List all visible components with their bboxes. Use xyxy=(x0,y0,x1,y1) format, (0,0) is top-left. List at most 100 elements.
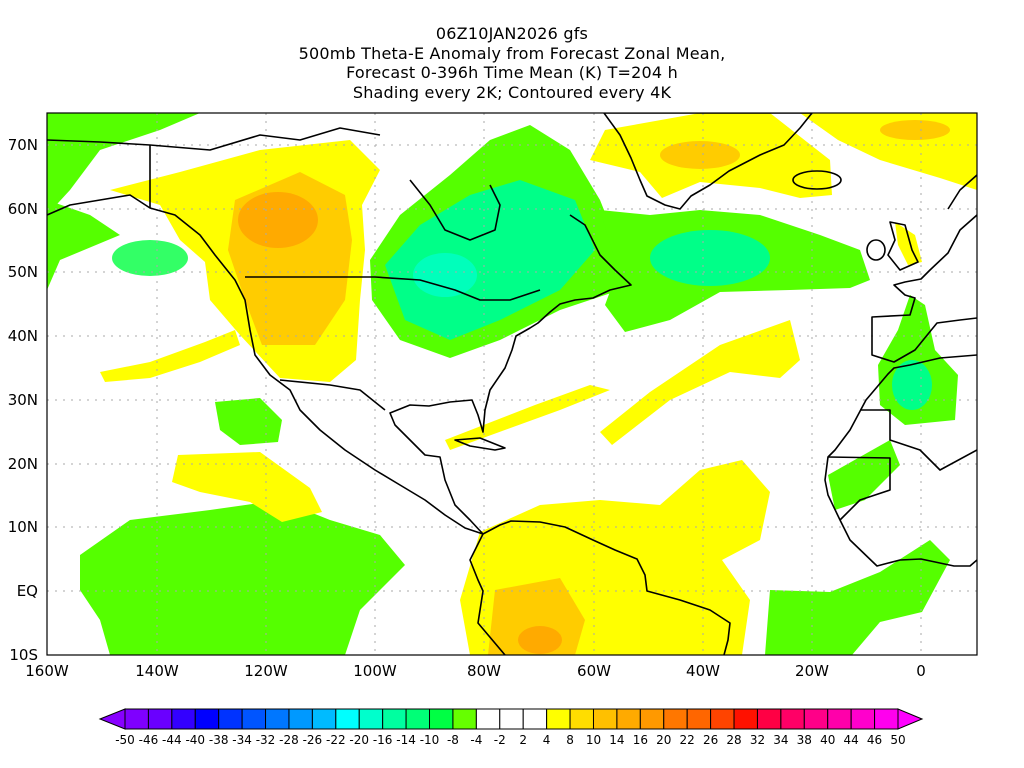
colorbar-swatch xyxy=(827,708,852,730)
plot-frame xyxy=(46,112,978,656)
latitude-label: EQ xyxy=(16,582,38,600)
latitude-label: 70N xyxy=(7,136,38,154)
colorbar-label: -34 xyxy=(232,733,252,747)
longitude-label: 20W xyxy=(795,662,829,680)
title-line-shading: Shading every 2K; Contoured every 4K xyxy=(352,82,672,102)
colorbar-swatch xyxy=(382,708,407,730)
colorbar-swatch xyxy=(194,708,220,730)
colorbar-label: -38 xyxy=(208,733,229,747)
colorbar-low-arrow xyxy=(98,708,126,730)
coast-south-america xyxy=(469,533,506,655)
colorbar-label: -26 xyxy=(302,733,323,747)
coast-iceland xyxy=(792,170,842,190)
colorbar-swatch xyxy=(335,708,360,730)
colorbar-label: -14 xyxy=(396,733,416,747)
longitude-label: 120W xyxy=(244,662,288,680)
colorbar-label: 50 xyxy=(890,733,906,747)
colorbar-label: 34 xyxy=(773,733,789,747)
shade-arctic-green xyxy=(47,113,200,215)
coastlines xyxy=(47,113,977,655)
shade-atlantic-teal xyxy=(650,230,770,286)
us-canada-border xyxy=(245,276,541,301)
colorbar-swatch xyxy=(405,708,431,730)
colorbar-label: 38 xyxy=(796,733,812,747)
colorbar-swatch xyxy=(358,708,384,730)
latitude-label: 50N xyxy=(7,263,38,281)
colorbar-swatch xyxy=(663,708,688,730)
latitude-label: 30N xyxy=(7,391,38,409)
colorbar-swatch xyxy=(710,708,735,730)
shade-southeast-atlantic-green xyxy=(765,540,950,655)
colorbar-swatch xyxy=(639,708,665,730)
coast-south-america-north xyxy=(482,520,731,655)
colorbar-label: -50 xyxy=(115,733,135,747)
colorbar-label: 40 xyxy=(820,733,836,747)
shade-uk-yellow xyxy=(895,222,922,265)
colorbar-swatch xyxy=(592,708,618,730)
colorbar-swatch xyxy=(756,708,782,730)
coast-norway xyxy=(947,174,977,210)
shade-eastern-na-teal xyxy=(385,180,595,340)
colorbar-label: -46 xyxy=(138,733,159,747)
map-title: 06Z10JAN2026 gfs 500mb Theta-E Anomaly f… xyxy=(0,24,1024,102)
shade-gulf-alaska-green xyxy=(112,240,188,276)
longitude-label: 80W xyxy=(467,662,501,680)
colorbar-swatch xyxy=(288,708,313,730)
colorbar-label: -16 xyxy=(372,733,393,747)
colorbar-label: -10 xyxy=(419,733,440,747)
shade-canada-orange xyxy=(238,192,318,248)
shade-great-lakes-aqua xyxy=(413,253,477,297)
colorbar-label: 46 xyxy=(866,733,883,747)
coast-ireland xyxy=(866,239,886,261)
colorbar-label: 8 xyxy=(566,733,574,747)
colorbar-label: 22 xyxy=(679,733,695,747)
shade-greenland-gold xyxy=(660,141,740,169)
graticule xyxy=(47,113,977,655)
colorbar-label: -22 xyxy=(326,733,346,747)
coast-cuba xyxy=(454,437,506,451)
title-line-variable: 500mb Theta-E Anomaly from Forecast Zona… xyxy=(298,43,726,63)
colorbar-swatch xyxy=(686,708,712,730)
longitude-label: 0 xyxy=(916,662,926,680)
coast-alaska-pacific xyxy=(47,194,484,535)
colorbar-label: -32 xyxy=(255,733,276,747)
colorbar-swatch xyxy=(171,708,196,730)
longitude-label: 40W xyxy=(686,662,720,680)
colorbar-swatch xyxy=(475,708,501,730)
colorbar-swatch xyxy=(733,708,758,730)
shade-tropical-pacific-yellow xyxy=(172,452,322,522)
shade-tropical-pacific-green xyxy=(80,500,405,655)
colorbar-label: 28 xyxy=(726,733,742,747)
colorbar-swatch xyxy=(569,708,594,730)
colorbar-swatch xyxy=(452,708,477,730)
shade-bering-green xyxy=(47,200,120,290)
colorbar-swatch xyxy=(850,708,876,730)
colorbar-swatch xyxy=(546,708,571,730)
colorbar-label: -2 xyxy=(493,733,506,747)
anomaly-shading xyxy=(47,113,977,655)
coast-uk xyxy=(887,221,919,271)
colorbar-label: 44 xyxy=(843,733,859,747)
colorbar-swatch xyxy=(241,708,267,730)
coast-gulf-atlantic xyxy=(389,214,632,535)
coast-africa xyxy=(824,354,977,567)
colorbar-label: -20 xyxy=(349,733,370,747)
colorbar-label: -44 xyxy=(162,733,182,747)
latitude-label: 40N xyxy=(7,327,38,345)
colorbar-label: 14 xyxy=(609,733,625,747)
title-line-date: 06Z10JAN2026 gfs xyxy=(435,24,589,43)
title-line-forecast: Forecast 0-396h Time Mean (K) T=204 h xyxy=(346,63,678,82)
africa-borders xyxy=(860,409,977,471)
colorbar-label: 10 xyxy=(585,733,602,747)
shade-norway-gold xyxy=(880,120,950,140)
shade-amazon-orange xyxy=(518,626,562,654)
longitude-label: 140W xyxy=(135,662,179,680)
longitude-label: 160W xyxy=(25,662,69,680)
colorbar-label: 4 xyxy=(542,733,551,747)
colorbar-swatch xyxy=(499,708,524,730)
coast-europe xyxy=(871,214,977,363)
latitude-label: 10N xyxy=(7,518,38,536)
coast-arctic-alaska xyxy=(47,127,381,151)
colorbar-label: -28 xyxy=(279,733,299,747)
shade-atlantic-yellow-streak xyxy=(600,320,800,445)
